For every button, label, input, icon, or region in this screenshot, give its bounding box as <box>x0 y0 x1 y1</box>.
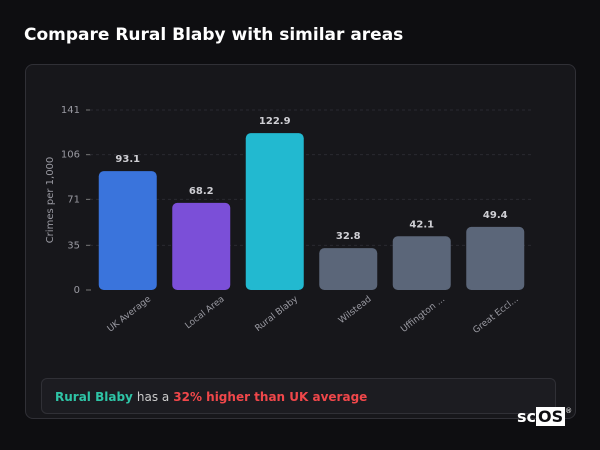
bar <box>98 171 157 290</box>
x-tick-label: Local Area <box>184 294 227 331</box>
area-name: Rural Blaby <box>55 390 133 404</box>
y-tick-label: 35 <box>67 240 80 251</box>
highlight: 32% higher than UK average <box>173 390 368 404</box>
x-tick-label: Rural Blaby <box>254 294 301 334</box>
bar <box>466 226 525 290</box>
x-tick-label: Great Eccl... <box>471 294 520 335</box>
y-tick-label: 71 <box>67 194 80 205</box>
value-label: 49.4 <box>483 210 508 221</box>
value-label: 68.2 <box>189 186 214 197</box>
bar <box>392 236 451 290</box>
summary-text: has a <box>136 390 170 404</box>
bar <box>245 133 304 290</box>
logo-prefix: sc <box>517 407 537 426</box>
bar <box>172 202 231 290</box>
summary: Rural Blaby has a 32% higher than UK avera… <box>41 378 556 414</box>
logo: sc OS ® <box>517 407 572 426</box>
x-tick-label: UK Average <box>106 294 154 334</box>
value-label: 42.1 <box>409 219 434 230</box>
y-tick-label: 0 <box>74 285 80 296</box>
x-tick-label: Uffington ... <box>399 294 447 334</box>
value-label: 93.1 <box>115 154 140 165</box>
value-label: 32.8 <box>336 231 361 242</box>
y-axis-label: Crimes per 1,000 <box>45 157 56 244</box>
x-tick-label: Wilstead <box>337 294 374 326</box>
y-tick-label: 141 <box>61 105 80 116</box>
value-label: 122.9 <box>259 116 291 127</box>
y-tick-label: 106 <box>61 150 80 161</box>
logo-mark: ® <box>565 407 573 415</box>
title: Compare Rural Blaby with similar areas <box>24 25 404 45</box>
bar <box>319 248 378 290</box>
logo-box: OS <box>536 407 566 426</box>
